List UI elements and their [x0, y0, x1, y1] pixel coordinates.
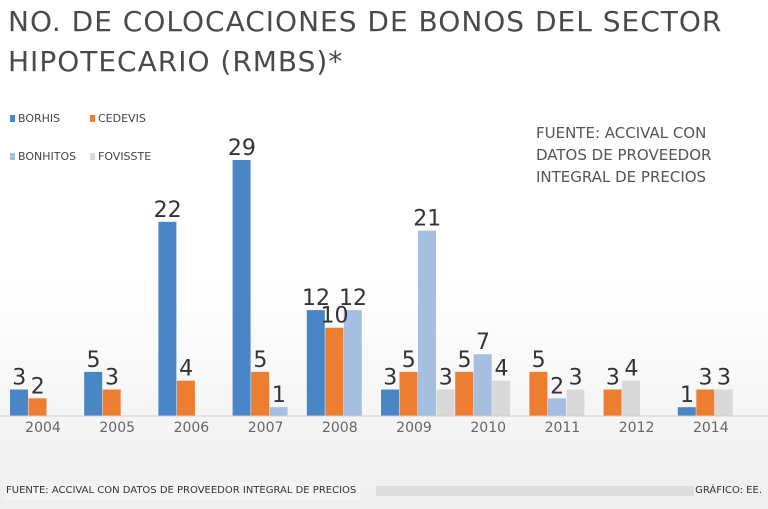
bar-borhis-2004 — [10, 389, 28, 416]
data-label-fovisste-2009: 3 — [439, 366, 453, 391]
data-label-cedevis-2011: 5 — [532, 348, 546, 373]
bar-fovisste-2014 — [714, 389, 733, 416]
x-tick-2010: 2010 — [470, 420, 506, 436]
chart-source-note: FUENTE: ACCIVAL CON DATOS DE PROVEEDOR I… — [536, 124, 712, 186]
x-tick-2008: 2008 — [322, 420, 358, 436]
data-label-fovisste-2014: 3 — [717, 366, 731, 391]
x-tick-2012: 2012 — [619, 420, 655, 436]
data-label-cedevis-2008: 10 — [321, 304, 349, 329]
data-label-cedevis-2010: 5 — [457, 348, 471, 373]
data-label-borhis-2006: 22 — [154, 198, 182, 223]
data-label-fovisste-2012: 4 — [624, 357, 638, 382]
data-label-borhis-2008: 12 — [302, 286, 330, 311]
x-tick-2007: 2007 — [248, 420, 284, 436]
legend-swatch-bonhitos — [10, 153, 15, 160]
bar-borhis-2007 — [232, 160, 251, 416]
data-label-fovisste-2010: 4 — [494, 357, 508, 382]
bar-bonhitos-2007 — [269, 407, 288, 416]
bar-borhis-2006 — [158, 221, 177, 416]
bar-fovisste-2012 — [622, 380, 641, 416]
legend-label-bonhitos: BONHITOS — [18, 150, 76, 163]
x-tick-2009: 2009 — [396, 420, 432, 436]
bar-cedevis-2006 — [176, 380, 195, 416]
x-tick-2005: 2005 — [99, 420, 135, 436]
bar-fovisste-2010 — [492, 380, 511, 416]
legend-swatch-fovisste — [90, 153, 95, 160]
data-label-cedevis-2005: 3 — [105, 366, 119, 391]
legend-label-cedevis: CEDEVIS — [98, 112, 146, 125]
data-label-bonhitos-2009: 21 — [413, 207, 441, 232]
footer-credit: GRÁFICO: EE. — [695, 485, 762, 496]
bar-series — [10, 160, 733, 416]
legend-label-fovisste: FOVISSTE — [98, 150, 151, 163]
chart-title: NO. DE COLOCACIONES DE BONOS DEL SECTOR … — [8, 5, 723, 78]
bar-cedevis-2009 — [399, 371, 418, 416]
x-axis-ticks: 2004 2005 2006 2007 2008 2009 2010 2011 2012 2014 — [25, 420, 729, 436]
data-label-bonhitos-2007: 1 — [272, 383, 286, 408]
data-label-borhis-2005: 5 — [86, 348, 100, 373]
data-label-borhis-2014: 1 — [680, 383, 694, 408]
bar-cedevis-2012 — [603, 389, 622, 416]
data-label-cedevis-2012: 3 — [606, 366, 620, 391]
footer-source: FUENTE: ACCIVAL CON DATOS DE PROVEEDOR I… — [6, 482, 361, 500]
x-tick-2014: 2014 — [693, 420, 729, 436]
bar-fovisste-2011 — [566, 389, 585, 416]
bar-bonhitos-2011 — [547, 398, 566, 416]
bar-fovisste-2009 — [436, 389, 455, 416]
bar-borhis-2008 — [306, 310, 325, 416]
legend-swatch-cedevis — [90, 115, 95, 122]
data-label-cedevis-2009: 5 — [402, 348, 416, 373]
data-label-cedevis-2007: 5 — [253, 348, 267, 373]
x-tick-2004: 2004 — [25, 420, 61, 436]
bar-borhis-2014 — [677, 407, 696, 416]
bar-cedevis-2005 — [102, 389, 121, 416]
bar-bonhitos-2010 — [473, 354, 492, 416]
bar-cedevis-2010 — [455, 371, 474, 416]
legend-swatch-borhis — [10, 115, 15, 122]
bar-bonhitos-2009 — [418, 230, 436, 416]
footer-rule — [376, 486, 694, 496]
bar-cedevis-2011 — [529, 371, 548, 416]
bar-cedevis-2008 — [325, 327, 344, 416]
data-label-cedevis-2014: 3 — [699, 366, 713, 391]
legend: BORHIS CEDEVIS BONHITOS FOVISSTE — [10, 112, 151, 163]
x-tick-2011: 2011 — [545, 420, 581, 436]
data-label-bonhitos-2011: 2 — [550, 374, 564, 399]
data-label-cedevis-2006: 4 — [179, 357, 193, 382]
data-label-bonhitos-2008: 12 — [339, 286, 367, 311]
bar-borhis-2005 — [84, 371, 103, 416]
bar-cedevis-2004 — [28, 398, 47, 416]
x-tick-2006: 2006 — [174, 420, 210, 436]
bar-cedevis-2014 — [696, 389, 715, 416]
bar-borhis-2009 — [381, 389, 399, 416]
data-label-fovisste-2011: 3 — [569, 366, 583, 391]
data-label-borhis-2007: 29 — [228, 136, 256, 161]
data-label-bonhitos-2010: 7 — [476, 330, 490, 355]
footer: FUENTE: ACCIVAL CON DATOS DE PROVEEDOR I… — [0, 482, 768, 500]
bar-cedevis-2007 — [251, 371, 270, 416]
bar-bonhitos-2008 — [343, 310, 362, 416]
legend-label-borhis: BORHIS — [18, 112, 60, 125]
data-label-cedevis-2004: 2 — [31, 374, 45, 399]
data-label-borhis-2004: 3 — [12, 366, 26, 391]
data-label-borhis-2009: 3 — [383, 366, 397, 391]
